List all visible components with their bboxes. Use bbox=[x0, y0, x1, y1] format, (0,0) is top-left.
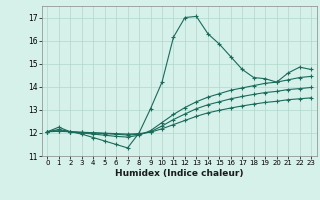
X-axis label: Humidex (Indice chaleur): Humidex (Indice chaleur) bbox=[115, 169, 244, 178]
